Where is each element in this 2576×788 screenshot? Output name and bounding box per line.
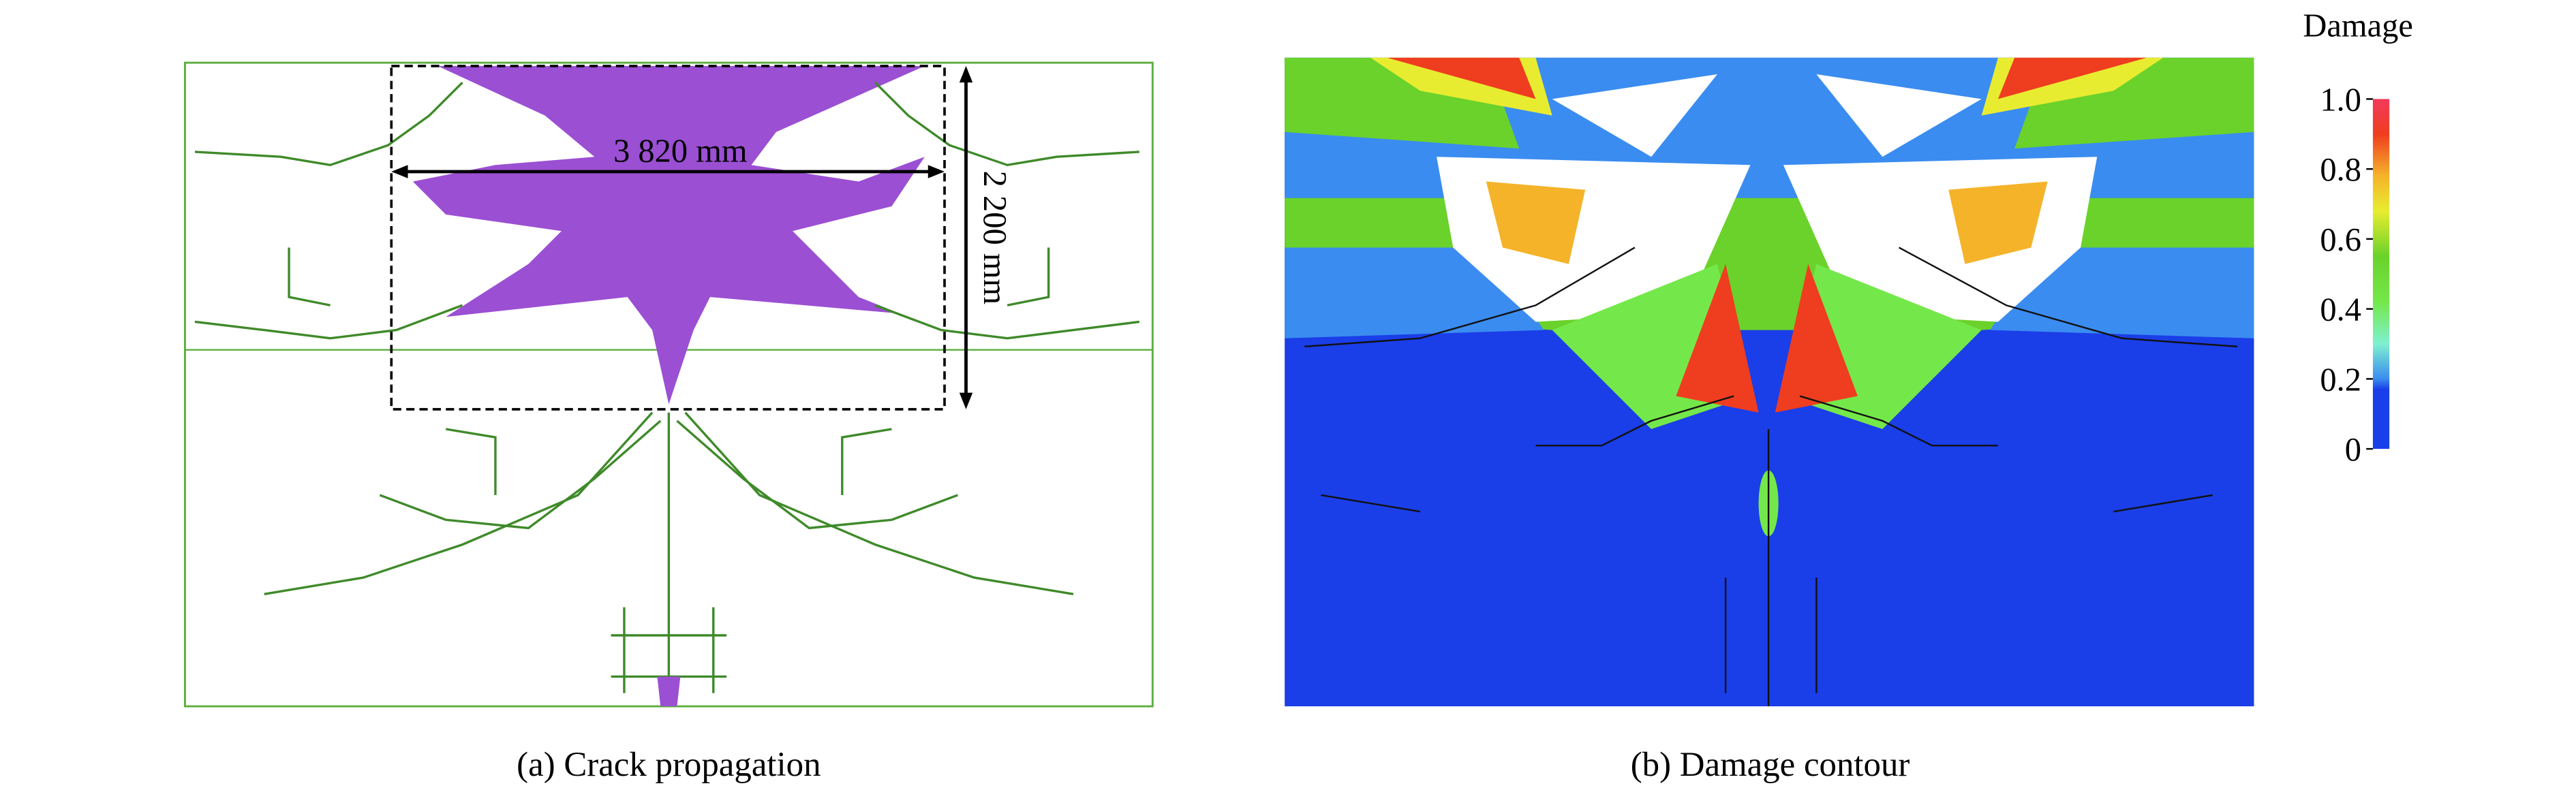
panel-a: 3 820 mm 2 200 mm (a) Crack propagation <box>183 61 1154 784</box>
caption: (a) Crack propagation <box>517 746 821 784</box>
colorbar-title: Damage <box>2303 7 2412 44</box>
crack-zone <box>657 676 681 707</box>
crack-lines <box>1304 247 2238 707</box>
contour-band <box>1775 264 1858 413</box>
contour-band <box>1676 264 1759 413</box>
colorbar-tick-label: 0.8 <box>2320 152 2361 188</box>
arrow-head <box>927 165 945 178</box>
colorbar-scale <box>2372 99 2390 450</box>
contour-band <box>1997 57 2147 99</box>
colorbar-tick-label: 0.2 <box>2320 362 2361 398</box>
gap <box>1816 74 1982 157</box>
arrow-head <box>959 392 973 409</box>
arrow-head <box>391 165 408 178</box>
colorbar-tick-label: 0.6 <box>2320 222 2361 258</box>
contour-band <box>1989 247 2254 338</box>
arrow-head <box>959 65 973 83</box>
caption: (b) Damage contour <box>1631 746 1910 784</box>
contour-band <box>1387 57 1536 99</box>
colorbar-tick-label: 0.4 <box>2320 292 2361 328</box>
crack-lines <box>194 81 1140 707</box>
contour-band <box>1486 181 1586 264</box>
gap <box>1552 74 1717 157</box>
colorbar: Damage 1.0 0.8 0.6 0.4 0.2 0 <box>2303 7 2412 468</box>
panel-b: (b) Damage contour <box>1285 57 2254 784</box>
crack-zone <box>412 65 925 405</box>
height-label: 2 200 mm <box>977 171 1013 305</box>
colorbar-tick-label: 1.0 <box>2320 82 2361 118</box>
colorbar-tick-label: 0 <box>2345 432 2361 468</box>
contour-band <box>1948 181 2048 264</box>
width-label: 3 820 mm <box>613 133 748 169</box>
